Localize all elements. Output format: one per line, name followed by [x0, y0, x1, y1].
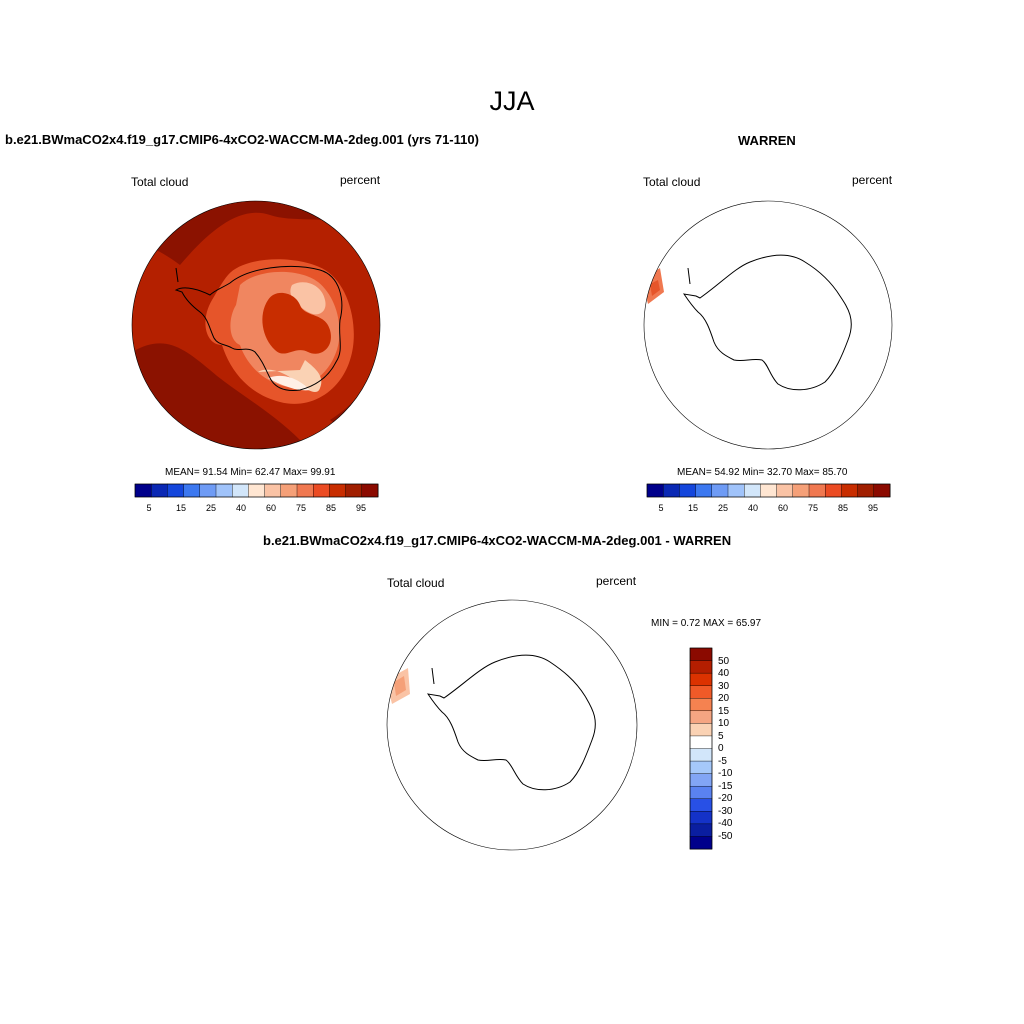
panel3-cb-label: -40: [718, 818, 733, 829]
panel1-antarctica-coastline: [174, 265, 343, 391]
panel3-cb-label: -5: [718, 756, 727, 767]
panel1-halo-lightest: [268, 375, 310, 391]
panel1-halo-light-1: [258, 360, 322, 392]
panel2-colorbar: [646, 483, 891, 498]
panel2-stats: MEAN= 54.92 Min= 32.70 Max= 85.70: [677, 467, 848, 478]
panel2-map-boundary: [643, 200, 893, 450]
colorbar-swatch: [689, 760, 713, 775]
panel2-data-strip-core: [650, 280, 660, 296]
panel1-cb-label: 85: [325, 503, 336, 513]
panel3-cb-label: -50: [718, 831, 733, 842]
colorbar-swatch: [689, 647, 713, 662]
panel3-cb-label: -15: [718, 781, 733, 792]
panel3-cb-label: 40: [718, 668, 730, 679]
panel1-cb-label: 25: [205, 503, 216, 513]
panel2-units-label: percent: [852, 173, 893, 187]
panel1-cb-label: 40: [235, 503, 246, 513]
panel1-cb-label: 75: [295, 503, 306, 513]
colorbar-swatch: [689, 735, 713, 750]
panel1-title: b.e21.BWmaCO2x4.f19_g17.CMIP6-4xCO2-WACC…: [5, 132, 479, 147]
panel2-peninsula-tip: [687, 267, 691, 285]
panel3-data-strip-core: [394, 676, 406, 696]
panel3-map-boundary: [386, 599, 638, 851]
panel2-title: WARREN: [738, 133, 796, 148]
panel3-cb-label: -30: [718, 806, 733, 817]
figure-title: JJA: [489, 86, 535, 116]
panel1-continent-interior: [262, 292, 331, 354]
panel2-cb-label: 25: [717, 503, 728, 513]
panel3-units-label: percent: [596, 574, 637, 588]
panel1-map-boundary: [131, 200, 381, 450]
panel3-peninsula-tip: [431, 667, 435, 685]
panel1-cb-label: 15: [175, 503, 186, 513]
colorbar-swatch: [689, 773, 713, 787]
colorbar-swatch: [689, 685, 713, 699]
panel1-units-label: percent: [340, 173, 381, 187]
colorbar-swatch: [689, 785, 713, 800]
panel3-cb-label: 0: [718, 743, 724, 754]
panel3-cb-label: 50: [718, 656, 730, 667]
colorbar-swatch: [689, 723, 713, 737]
colorbar-swatch: [689, 748, 713, 762]
panel3-cb-label: 20: [718, 693, 730, 704]
panel1-colorbar: [134, 483, 379, 498]
panel3-cb-label: 10: [718, 718, 730, 729]
panel2-cb-label: 75: [807, 503, 818, 513]
panel1-stats: MEAN= 91.54 Min= 62.47 Max= 99.91: [165, 467, 336, 478]
panel2-antarctica-coastline: [682, 254, 852, 391]
panel3-cb-label: 30: [718, 681, 730, 692]
panel3-cb-label: -20: [718, 793, 733, 804]
panel2-cb-label: 85: [837, 503, 848, 513]
colorbar-swatch: [689, 672, 713, 687]
panel2-cb-label: 40: [747, 503, 758, 513]
colorbar-swatch: [689, 811, 713, 825]
panel3-antarctica-coastline: [426, 654, 596, 791]
panel1-variable-label: Total cloud: [131, 175, 189, 189]
colorbar-swatch: [689, 823, 713, 837]
panel2-variable-label: Total cloud: [643, 175, 701, 189]
panel3-stats: MIN = 0.72 MAX = 65.97: [651, 618, 762, 629]
panel1-halo-light-2: [290, 282, 326, 315]
colorbar-swatch: [689, 798, 713, 812]
colorbar-swatch: [689, 710, 713, 724]
panel3-cb-label: 5: [718, 731, 724, 742]
panel2-cb-label: 95: [867, 503, 878, 513]
panel1-cb-label: 60: [265, 503, 276, 513]
panel3-title: b.e21.BWmaCO2x4.f19_g17.CMIP6-4xCO2-WACC…: [263, 533, 732, 548]
panel2-cb-label: 60: [777, 503, 788, 513]
panel2-cb-label: 15: [687, 503, 698, 513]
panel1-cb-label: 5: [146, 503, 152, 513]
colorbar-swatch: [689, 836, 713, 850]
panel3-cb-label: 15: [718, 706, 730, 717]
panel1-peninsula-tip: [175, 267, 179, 283]
colorbar-swatch: [689, 698, 713, 712]
panel2-cb-label: 5: [658, 503, 664, 513]
panel3-cb-label: -10: [718, 768, 733, 779]
panel3-colorbar: [689, 647, 713, 850]
colorbar-swatch: [689, 660, 713, 674]
panel3-variable-label: Total cloud: [387, 576, 445, 590]
panel1-cb-label: 95: [355, 503, 366, 513]
